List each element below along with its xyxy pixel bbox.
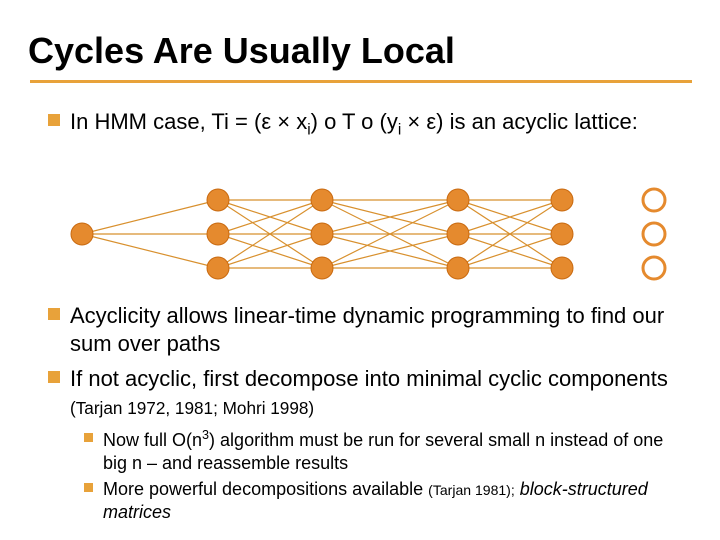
lattice-edge <box>82 200 218 234</box>
title-underline <box>30 80 692 83</box>
lattice-node <box>71 223 93 245</box>
bullet-text: Now full O(n3) algorithm must be run for… <box>103 428 688 474</box>
lattice-node <box>311 223 333 245</box>
bullet-list-sub: Now full O(n3) algorithm must be run for… <box>84 428 688 527</box>
lattice-node <box>207 189 229 211</box>
lattice-node <box>207 223 229 245</box>
lattice-node-open <box>643 223 665 245</box>
lattice-node-open <box>643 257 665 279</box>
bullet-item: If not acyclic, first decompose into min… <box>48 365 688 420</box>
lattice-node <box>551 257 573 279</box>
lattice-node <box>447 257 469 279</box>
bullet-text: Acyclicity allows linear-time dynamic pr… <box>70 302 688 357</box>
lattice-edge <box>82 234 218 268</box>
bullet-marker <box>84 483 93 492</box>
lattice-node <box>551 223 573 245</box>
bullet-item: Now full O(n3) algorithm must be run for… <box>84 428 688 474</box>
lattice-node <box>311 257 333 279</box>
bullet-marker <box>84 433 93 442</box>
bullet-item: More powerful decompositions available (… <box>84 478 688 523</box>
lattice-diagram <box>62 184 674 284</box>
bullet-text: In HMM case, Ti = (ε × xi) o T o (yi × ε… <box>70 108 638 140</box>
bullet-list-top: In HMM case, Ti = (ε × xi) o T o (yi × ε… <box>48 108 688 140</box>
lattice-node <box>311 189 333 211</box>
lattice-node <box>551 189 573 211</box>
bullet-text: More powerful decompositions available (… <box>103 478 688 523</box>
bullet-item: In HMM case, Ti = (ε × xi) o T o (yi × ε… <box>48 108 688 140</box>
lattice-node-open <box>643 189 665 211</box>
bullet-item: Acyclicity allows linear-time dynamic pr… <box>48 302 688 357</box>
bullet-list-mid: Acyclicity allows linear-time dynamic pr… <box>48 302 688 428</box>
lattice-node <box>447 189 469 211</box>
bullet-marker <box>48 114 60 126</box>
lattice-node <box>207 257 229 279</box>
page-title: Cycles Are Usually Local <box>28 30 455 72</box>
bullet-marker <box>48 371 60 383</box>
bullet-text: If not acyclic, first decompose into min… <box>70 365 688 420</box>
lattice-node <box>447 223 469 245</box>
bullet-marker <box>48 308 60 320</box>
